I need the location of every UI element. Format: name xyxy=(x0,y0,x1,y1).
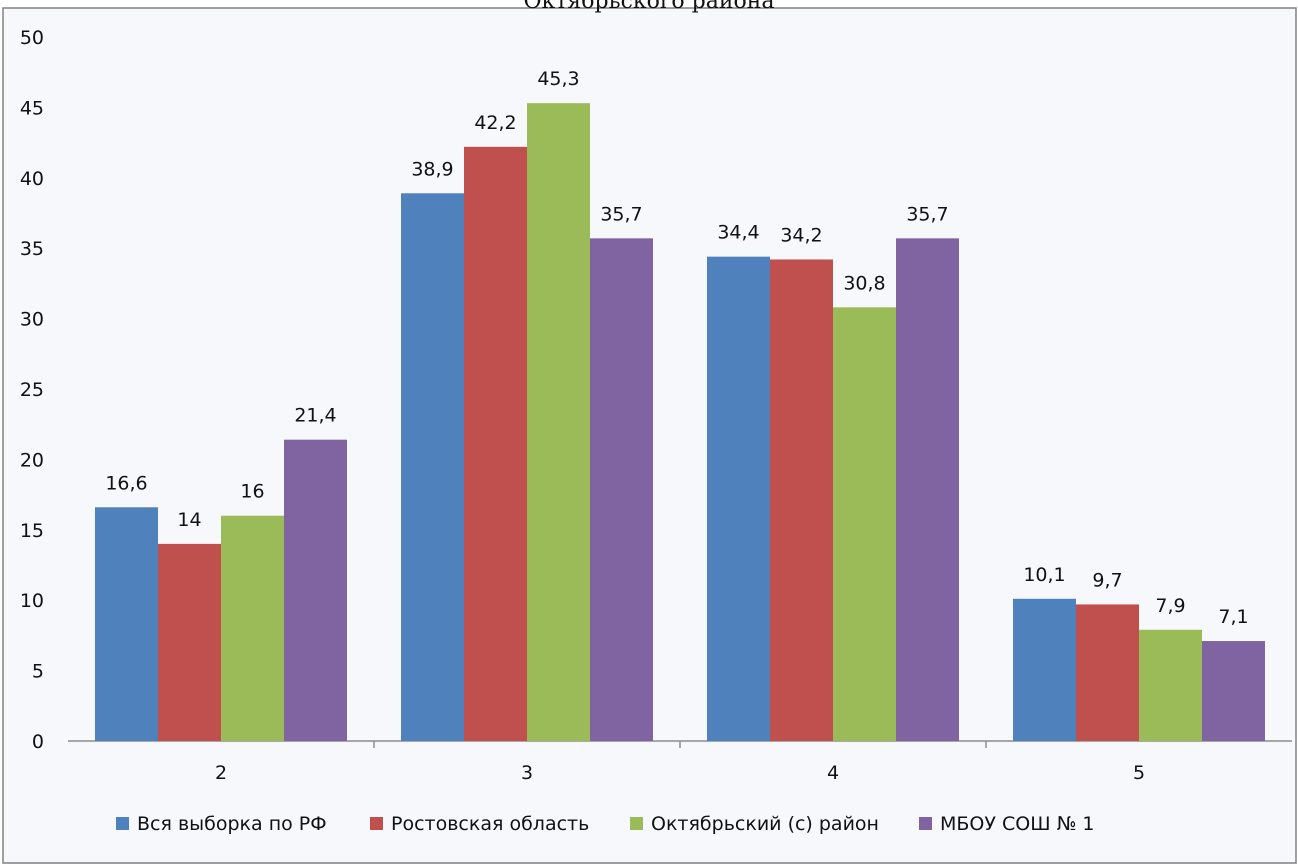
data-label: 38,9 xyxy=(411,158,453,180)
legend-swatch xyxy=(116,817,129,830)
data-label: 35,7 xyxy=(906,203,948,225)
bar xyxy=(527,103,590,741)
legend-label: Вся выборка по РФ xyxy=(137,813,327,835)
y-tick-label: 45 xyxy=(20,97,44,119)
data-label: 7,9 xyxy=(1155,595,1185,617)
legend: Вся выборка по РФ Ростовская область Октяб… xyxy=(116,813,1094,835)
y-tick-label: 40 xyxy=(20,168,44,190)
bar xyxy=(158,543,221,741)
y-tick-label: 15 xyxy=(20,520,44,542)
bar xyxy=(464,146,527,742)
y-tick-label: 20 xyxy=(20,449,44,471)
bar xyxy=(896,238,959,741)
data-label: 45,3 xyxy=(537,68,579,90)
bar xyxy=(590,238,653,741)
y-tick-label: 50 xyxy=(20,27,44,49)
x-category-label: 4 xyxy=(827,762,839,784)
data-label: 35,7 xyxy=(600,203,642,225)
data-label: 30,8 xyxy=(843,272,885,294)
bar xyxy=(707,256,770,741)
data-label: 21,4 xyxy=(294,405,336,427)
labels-layer: 16,6 14 16 21,4 38,9 42,2 45,3 35,7 34,4 34,2 30,8… xyxy=(105,68,1248,628)
y-tick-label: 0 xyxy=(32,731,44,753)
data-label: 34,4 xyxy=(717,222,759,244)
data-label: 14 xyxy=(177,509,201,531)
y-tick-label: 30 xyxy=(20,309,44,331)
bar xyxy=(1013,598,1076,741)
bar xyxy=(1202,641,1265,741)
x-category-label: 2 xyxy=(215,762,227,784)
legend-label: Октябрьский (с) район xyxy=(651,813,879,835)
bar xyxy=(1139,629,1202,741)
bar xyxy=(95,507,158,741)
y-tick-label: 25 xyxy=(20,379,44,401)
legend-swatch xyxy=(630,817,643,830)
data-label: 10,1 xyxy=(1023,564,1065,586)
bar xyxy=(284,439,347,741)
y-tick-label: 10 xyxy=(20,590,44,612)
bars-layer xyxy=(95,103,1265,742)
chart-title: Октябрьского района xyxy=(523,0,774,14)
legend-swatch xyxy=(919,817,932,830)
data-label: 7,1 xyxy=(1218,606,1248,628)
y-tick-label: 5 xyxy=(32,661,44,683)
x-category-label: 5 xyxy=(1133,762,1145,784)
data-label: 34,2 xyxy=(780,224,822,246)
data-label: 16 xyxy=(240,481,264,503)
x-category-label: 3 xyxy=(521,762,533,784)
bar xyxy=(770,259,833,741)
legend-label: МБОУ СОШ № 1 xyxy=(940,813,1094,835)
data-label: 16,6 xyxy=(105,472,147,494)
data-label: 9,7 xyxy=(1092,569,1122,591)
bar xyxy=(833,307,896,741)
legend-label: Ростовская область xyxy=(391,813,589,835)
legend-swatch xyxy=(370,817,383,830)
bar xyxy=(401,193,464,742)
y-tick-label: 35 xyxy=(20,238,44,260)
bar xyxy=(221,515,284,741)
bar xyxy=(1076,604,1139,741)
data-label: 42,2 xyxy=(474,112,516,134)
